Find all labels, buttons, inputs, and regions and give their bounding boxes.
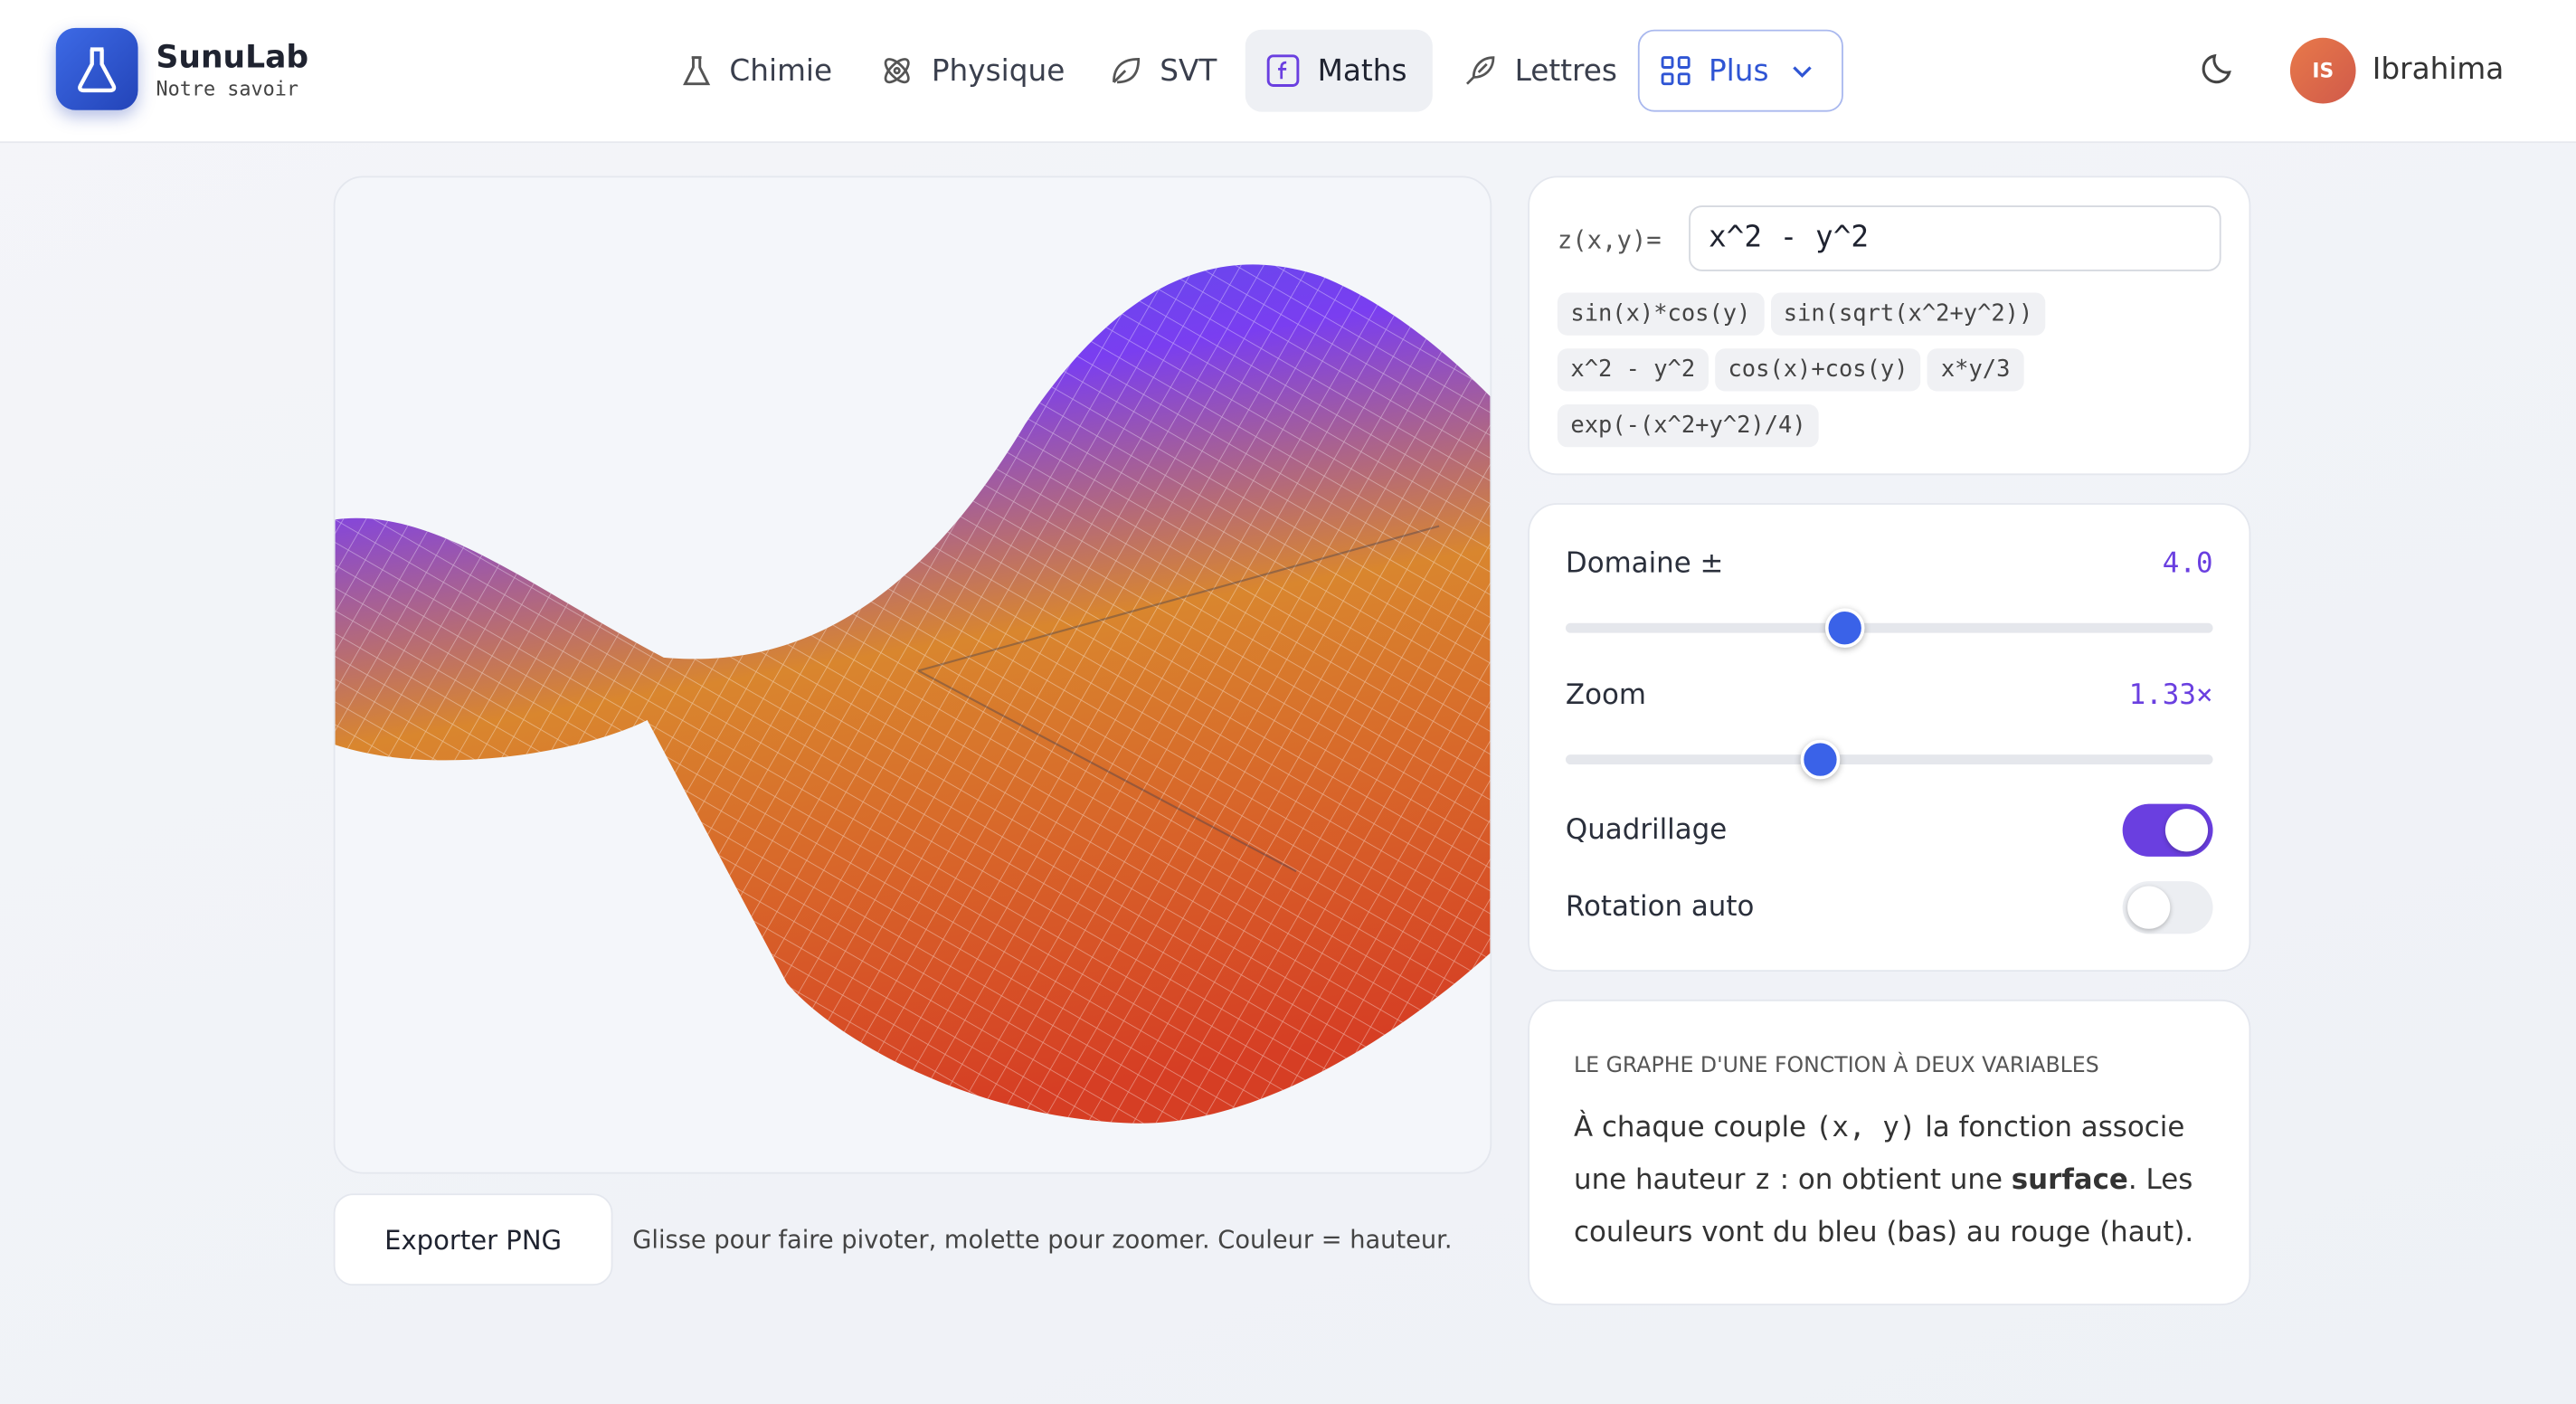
domain-thumb[interactable]: [1824, 608, 1865, 649]
knob: [2164, 809, 2209, 852]
zoom-slider[interactable]: [1565, 754, 2213, 765]
preset[interactable]: x*y/3: [1927, 348, 2023, 392]
surface: [335, 264, 1491, 1124]
preset[interactable]: sin(sqrt(x^2+y^2)): [1770, 292, 2046, 336]
domain-value: 4.0: [2162, 547, 2213, 581]
rotation-label: Rotation auto: [1565, 890, 1755, 925]
preset[interactable]: exp(-(x^2+y^2)/4): [1557, 404, 1820, 448]
export-button[interactable]: Exporter PNG: [333, 1193, 613, 1286]
grid-label: Quadrillage: [1565, 813, 1728, 847]
nav-item-active[interactable]: Maths: [1245, 29, 1433, 112]
axes: [917, 525, 1440, 873]
nav-item[interactable]: Physique: [859, 30, 1084, 112]
brand: SunuLab: [156, 39, 309, 76]
avatar[interactable]: IS: [2289, 37, 2356, 104]
icon: [683, 56, 711, 86]
nav-item[interactable]: Lettres: [1443, 30, 1637, 112]
surface-viewer[interactable]: [333, 176, 1492, 1174]
text: . Les couleurs vont du bleu (bas) au rou…: [1574, 1163, 2194, 1250]
icon: [1113, 58, 1141, 84]
preset[interactable]: cos(x)+cos(y): [1714, 348, 1922, 392]
user-name: Ibrahima: [2372, 52, 2505, 88]
grid-toggle[interactable]: [2122, 803, 2213, 857]
editor-panel: z(x,y)= x^2 - y^2 sin(x)*cos(y) sin(sqrt(…: [1528, 176, 2251, 476]
nav-label: Maths: [1317, 53, 1407, 89]
rotation-toggle[interactable]: [2122, 881, 2213, 934]
nav-item[interactable]: SVT: [1087, 30, 1236, 112]
function-input[interactable]: x^2 - y^2: [1689, 205, 2221, 271]
domain-label: Domaine ±: [1565, 547, 1724, 581]
preset[interactable]: sin(x)*cos(y): [1557, 292, 1764, 336]
logo[interactable]: [55, 27, 138, 110]
chevron: [1792, 66, 1812, 78]
nav-label: Physique: [931, 53, 1065, 89]
top-bar: SunuLab Notre savoir Chimie Physique SVT…: [0, 0, 2576, 144]
info-title: LE GRAPHE D'UNE FONCTION À DEUX VARIABLE…: [1574, 1053, 2099, 1079]
icon: [1266, 54, 1300, 87]
icon: [1661, 56, 1690, 86]
code: z: [1754, 1163, 1771, 1197]
editor-label: z(x,y)=: [1557, 224, 1662, 255]
nav-label: Chimie: [729, 53, 833, 89]
tagline: Notre savoir: [156, 77, 299, 100]
nav-label: Plus: [1708, 53, 1769, 89]
icon: [1465, 56, 1495, 85]
nav-more[interactable]: Plus: [1637, 29, 1843, 112]
hint: Glisse pour faire pivoter, molette pour …: [632, 1224, 1453, 1255]
logo-icon: [78, 47, 117, 93]
nav-label: Lettres: [1514, 53, 1617, 89]
zoom-value: 1.33×: [2128, 678, 2213, 712]
info-panel: LE GRAPHE D'UNE FONCTION À DEUX VARIABLE…: [1528, 999, 2251, 1305]
text: À chaque couple: [1574, 1111, 1815, 1144]
icon: [884, 58, 910, 84]
domain-slider[interactable]: [1565, 622, 2213, 633]
zoom-thumb[interactable]: [1800, 739, 1841, 780]
strong: surface: [2011, 1163, 2128, 1197]
zoom-label: Zoom: [1565, 678, 1646, 712]
nav-label: SVT: [1160, 53, 1217, 89]
info-text: À chaque couple (x, y) la fonction assoc…: [1574, 1102, 2222, 1259]
preset[interactable]: x^2 - y^2: [1557, 348, 1709, 392]
theme-toggle[interactable]: [2198, 50, 2238, 90]
nav-item[interactable]: Chimie: [660, 30, 852, 112]
code: (x, y): [1814, 1111, 1917, 1144]
surface-plot: [335, 264, 1491, 1124]
text: la fonction associe une hauteur: [1574, 1111, 2185, 1197]
preset-list: sin(x)*cos(y) sin(sqrt(x^2+y^2)) x^2 - y^…: [1557, 292, 2231, 460]
text: : on obtient une: [1770, 1163, 2012, 1197]
knob: [2127, 886, 2171, 929]
